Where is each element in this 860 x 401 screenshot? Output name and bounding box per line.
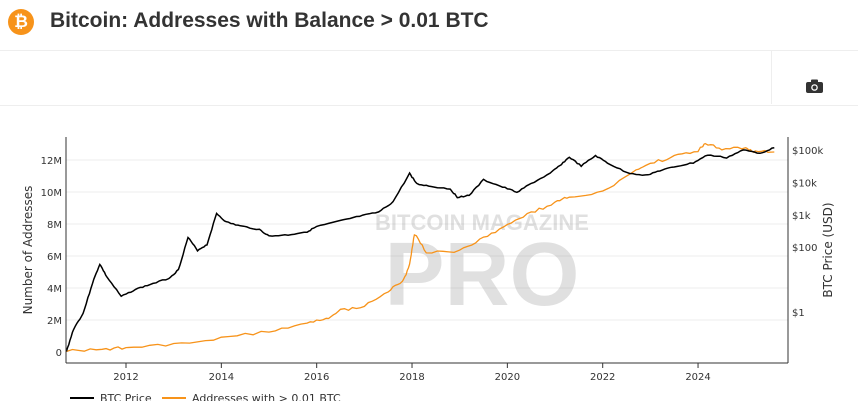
y-left-tick-label: 0 <box>56 348 62 359</box>
legend: BTC Price Addresses with > 0.01 BTC <box>70 392 341 401</box>
y-left-tick-label: 2M <box>47 316 62 327</box>
toolbar-divider <box>771 50 772 104</box>
y-left-label: Number of Addresses <box>21 186 35 315</box>
x-tick-label: 2012 <box>113 372 138 383</box>
watermark: BITCOIN MAGAZINE PRO <box>375 210 589 325</box>
y-right-label: BTC Price (USD) <box>821 202 835 297</box>
x-tick-label: 2020 <box>495 372 520 383</box>
addresses-line <box>66 142 775 353</box>
y-right-tick-label: $1 <box>792 308 805 319</box>
y-right-tick-label: $100 <box>792 243 817 254</box>
y-right-tick-label: $1k <box>792 211 811 222</box>
y-left-tick-label: 12M <box>41 156 62 167</box>
camera-icon[interactable] <box>806 79 823 93</box>
page-title: Bitcoin: Addresses with Balance > 0.01 B… <box>50 9 489 32</box>
btc-price-line <box>65 146 775 352</box>
toolbar <box>0 50 858 106</box>
x-tick-label: 2024 <box>685 372 710 383</box>
y-right-tick-label: $10k <box>792 178 817 189</box>
y-left-tick-label: 10M <box>41 188 62 199</box>
y-left-tick-label: 8M <box>47 220 62 231</box>
x-tick-label: 2018 <box>399 372 424 383</box>
y-right-tick-label: $100k <box>792 146 823 157</box>
bitcoin-logo-icon: ₿ <box>8 9 34 35</box>
x-tick-label: 2016 <box>304 372 329 383</box>
y-left-tick-label: 4M <box>47 284 62 295</box>
legend-label-addresses[interactable]: Addresses with > 0.01 BTC <box>192 392 341 401</box>
x-tick-label: 2014 <box>209 372 234 383</box>
header: ₿ Bitcoin: Addresses with Balance > 0.01… <box>0 0 860 48</box>
watermark-line2: PRO <box>384 225 579 325</box>
x-tick-label: 2022 <box>590 372 615 383</box>
chart: BITCOIN MAGAZINE PRO 0 2M 4M 6M 8M 10M 12M $1 $1… <box>21 137 835 401</box>
legend-label-btc-price[interactable]: BTC Price <box>100 392 152 401</box>
watermark-line1: BITCOIN MAGAZINE <box>375 210 589 235</box>
y-left-tick-label: 6M <box>47 252 62 263</box>
